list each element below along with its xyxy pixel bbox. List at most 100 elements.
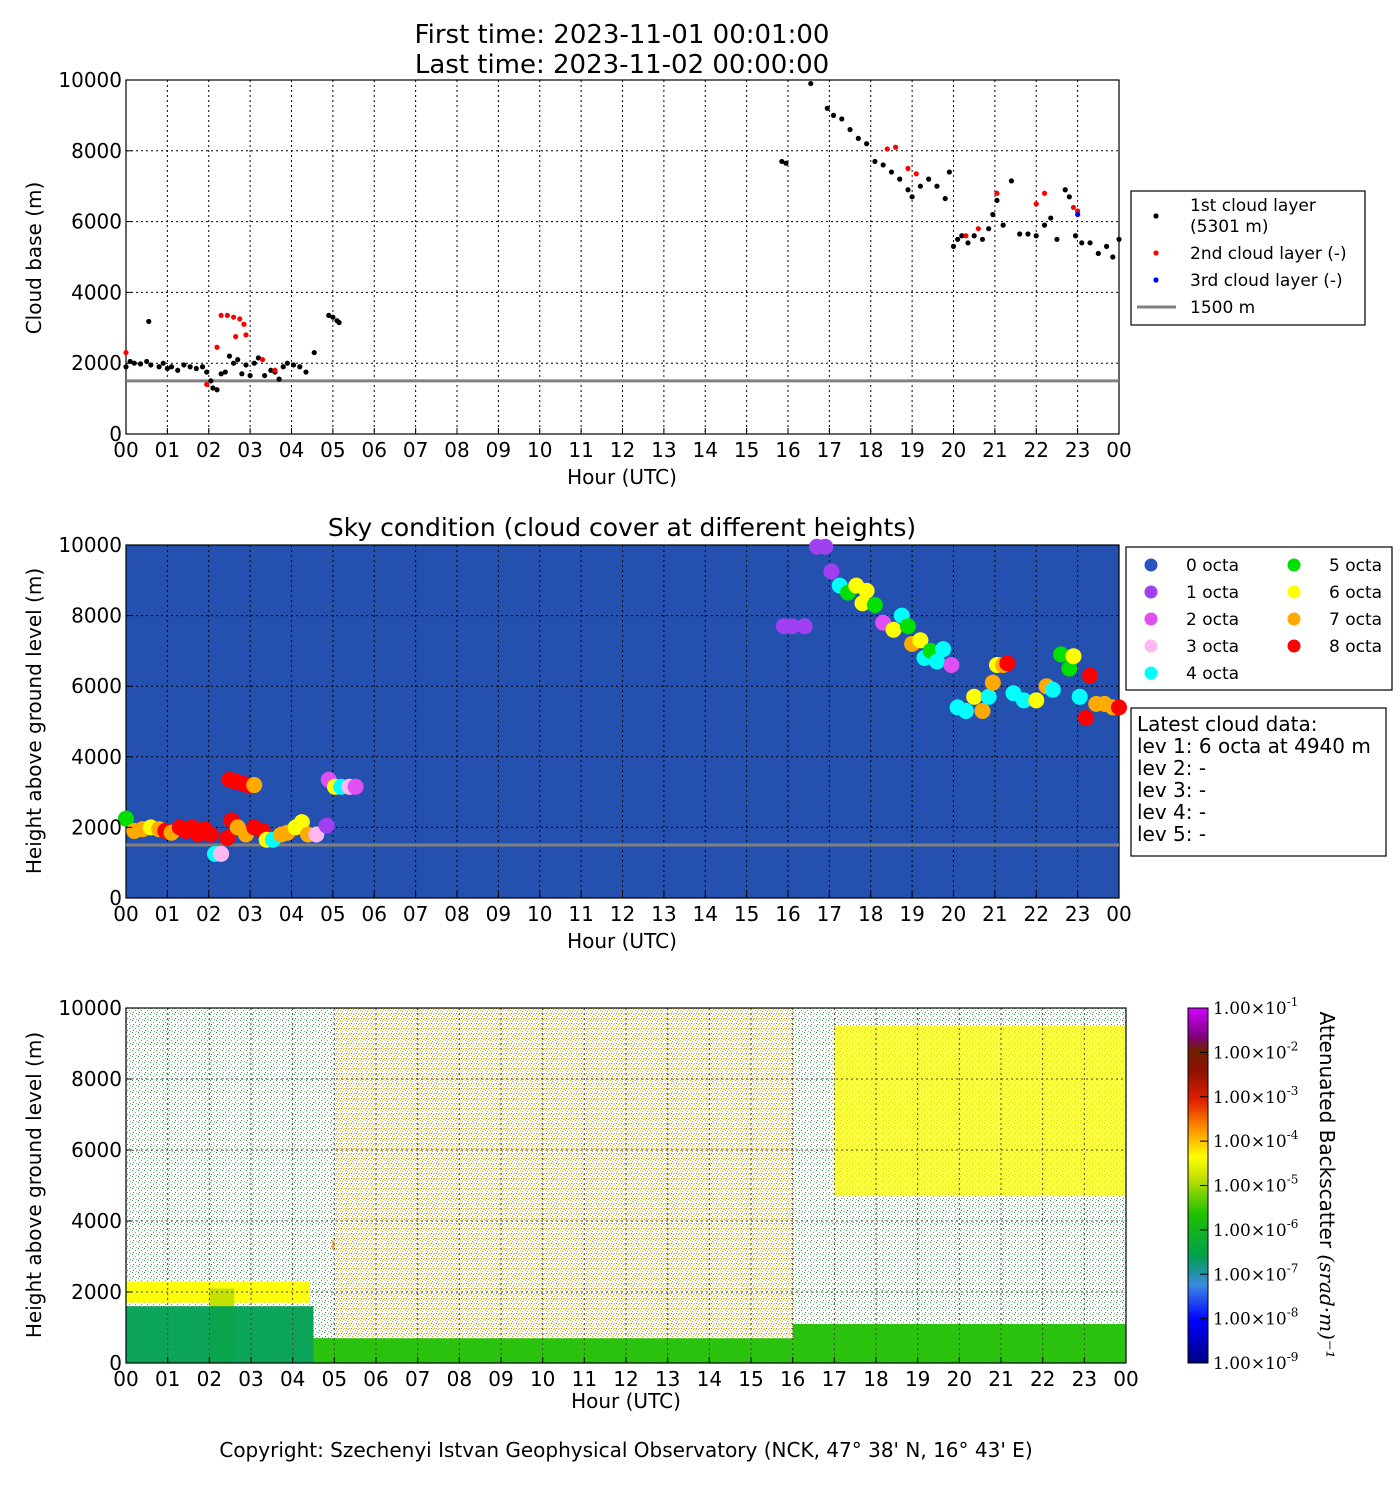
colorbar-tick-label: 1.00×10-5 [1213,1173,1298,1197]
backscatter-feature [834,1025,1126,1197]
layer1-point [1008,178,1015,184]
x-tick-label: 21 [988,1367,1013,1391]
latest-cloud-lev3: lev 3: - [1137,778,1206,802]
layer1-point [123,364,129,370]
x-tick-label: 06 [362,902,387,926]
x-tick-label: 12 [613,1367,638,1391]
octa-marker [1077,709,1094,726]
layer1-point [181,362,187,368]
panel1-ylabel: Cloud base (m) [22,182,46,335]
octa-marker [1061,660,1078,677]
x-tick-label: 10 [530,1367,555,1391]
layer1-point [262,372,268,379]
panel1-legend: 1st cloud layer (5301 m) 2nd cloud layer… [1130,190,1366,326]
colorbar-tick-label: 1.00×10-2 [1213,1039,1298,1063]
layer1-point [909,194,915,200]
octa-marker [118,810,134,827]
latest-cloud-lev4: lev 4: - [1137,800,1206,824]
octa-marker [984,674,1001,691]
x-tick-label: 03 [238,1367,263,1391]
y-tick-label: 0 [109,886,122,910]
layer1-point [210,385,216,391]
x-tick-label: 09 [486,902,511,926]
panel3-grid [126,1008,1126,1363]
octa-marker [943,657,960,674]
octa-marker [899,618,916,635]
y-tick-label: 10000 [58,533,122,557]
layer1-point [326,312,332,319]
x-tick-label: 12 [610,902,635,926]
octa-marker [866,597,883,614]
layer1-point [1116,236,1122,242]
octa-marker [999,655,1016,672]
x-tick-label: 00 [1106,902,1131,926]
octa-legend-items: 0 octa 1 octa 2 octa 3 octa 4 octa 5 octa 6 oc… [1144,556,1382,684]
layer1-point [303,369,309,375]
layer2-point [884,146,890,152]
layer1-point [1103,243,1110,249]
legend-octa-marker [1287,639,1301,653]
layer2-point [218,312,224,319]
panel1-axes: 00 01 02 03 04 05 06 07 08 09 10 11 12 13 14 15 16 17 18 19… [58,68,1131,462]
layer1-point [330,314,336,320]
y-tick-label: 4000 [71,745,122,769]
latest-cloud-data-title: Latest cloud data: [1137,712,1317,736]
legend-marker-layer1 [1153,213,1159,219]
octa-marker [928,653,945,670]
x-tick-label: 07 [403,438,428,462]
panel1-legend-box [1130,190,1366,326]
x-tick-label: 05 [320,438,345,462]
x-tick-label: 19 [899,438,924,462]
legend-octa-marker [1287,585,1301,599]
x-tick-label: 10 [527,902,552,926]
backscatter-feature [126,1306,314,1363]
octa-marker [957,702,974,719]
x-tick-label: 04 [279,902,304,926]
y-tick-label: 10000 [58,68,122,92]
colorbar-tick-label: 1.00×10-8 [1213,1306,1298,1330]
x-tick-label: 15 [734,438,759,462]
x-tick-label: 11 [572,1367,597,1391]
x-tick-label: 14 [697,1367,722,1391]
layer1-point [1000,222,1006,228]
colorbar-tick-label: 1.00×10-7 [1213,1261,1298,1285]
layer1-point [193,365,199,372]
layer1-point [847,126,853,133]
legend-label-ref: 1500 m [1190,298,1255,318]
y-tick-label: 6000 [71,674,122,698]
octa-marker [213,845,230,862]
x-tick-label: 10 [527,438,552,462]
layer2-point [230,314,237,320]
layer1-point [1072,233,1079,239]
layer1-point [268,367,274,373]
y-tick-label: 8000 [71,139,122,163]
backscatter-feature [313,1338,793,1363]
legend-label-layer3: 3rd cloud layer (-) [1190,271,1343,291]
layer1-point [131,360,137,366]
colorbar: 1.00×10-9 1.00×10-8 1.00×10-7 1.00×10-6 1.00… [1187,995,1339,1374]
x-tick-label: 00 [113,902,138,926]
y-tick-label: 8000 [71,604,122,628]
colorbar-units: (srad·m)⁻¹ [1315,1254,1339,1358]
layer1-point [160,360,166,366]
legend-label-layer2: 2nd cloud layer (-) [1190,244,1347,264]
y-tick-label: 4000 [71,280,122,304]
x-tick-label: 11 [568,438,593,462]
x-tick-label: 06 [363,1367,388,1391]
layer2-point [963,233,969,239]
layer1-point [959,233,965,239]
layer1-point [808,80,814,87]
x-tick-label: 11 [568,902,593,926]
octa-marker [1082,667,1099,684]
layer2-point [892,144,899,150]
x-tick-label: 21 [982,438,1007,462]
panel1-xlabel: Hour (UTC) [567,465,677,489]
octa-marker [1053,646,1070,663]
x-tick-label: 07 [405,1367,430,1391]
panel3-ylabel: Height above ground level (m) [22,1032,46,1338]
x-tick-label: 20 [947,1367,972,1391]
x-tick-label: 04 [279,438,304,462]
layer2-point [259,357,266,363]
x-tick-label: 18 [858,902,883,926]
layer1-point [214,387,220,393]
